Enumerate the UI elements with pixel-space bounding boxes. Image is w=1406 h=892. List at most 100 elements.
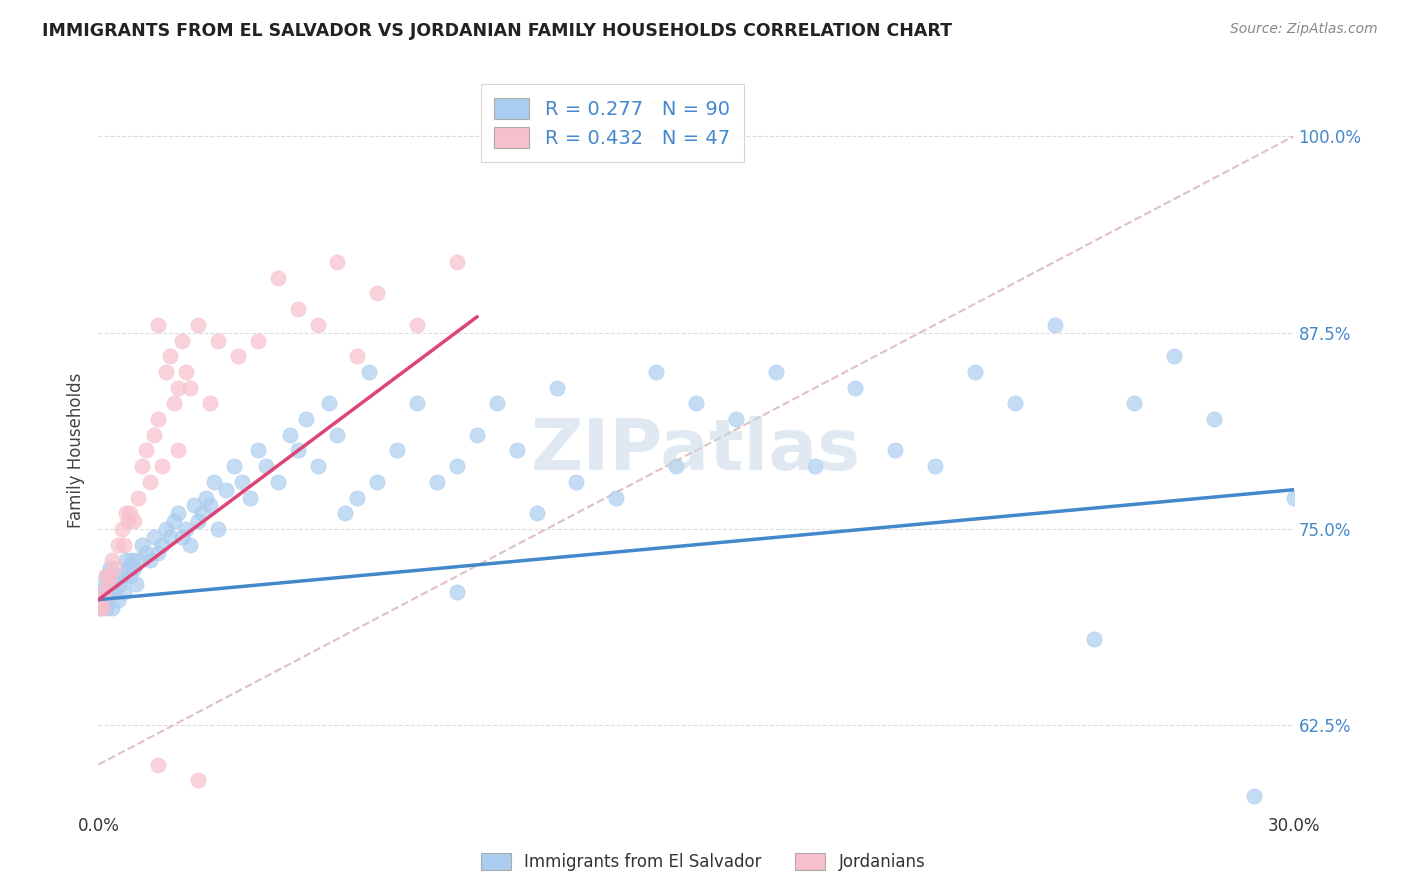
Point [1083,632,1105,646]
Point [121,553,143,567]
Point [90,592,112,607]
Point [167,443,190,458]
Point [202,475,225,489]
Point [103,561,125,575]
Point [120,569,142,583]
Point [131,538,153,552]
Point [645,365,668,379]
Legend: Immigrants from El Salvador, Jordanians: Immigrants from El Salvador, Jordanians [472,845,934,880]
Point [359,365,381,379]
Point [1163,349,1185,363]
Point [605,491,627,505]
Point [724,412,747,426]
Point [406,318,429,332]
Point [446,584,468,599]
Point [195,491,218,505]
Text: Source: ZipAtlas.com: Source: ZipAtlas.com [1230,22,1378,37]
Point [565,475,588,489]
Point [89,600,111,615]
Point [924,459,946,474]
Point [246,334,269,348]
Legend: R = 0.277   N = 90, R = 0.432   N = 47: R = 0.277 N = 90, R = 0.432 N = 47 [481,85,744,161]
Point [110,577,132,591]
Point [1202,412,1225,426]
Point [278,427,301,442]
Point [179,538,201,552]
Point [174,522,197,536]
Point [446,255,468,269]
Point [267,475,290,489]
Point [385,443,409,458]
Point [1043,318,1066,332]
Point [120,506,142,520]
Point [307,459,329,474]
Point [804,459,827,474]
Point [125,577,148,591]
Point [335,506,357,520]
Point [187,318,209,332]
Point [246,443,269,458]
Point [150,459,173,474]
Point [963,365,986,379]
Point [98,561,122,575]
Point [187,514,209,528]
Point [127,553,149,567]
Point [139,553,162,567]
Point [148,545,170,559]
Point [117,561,139,575]
Point [366,475,388,489]
Point [103,584,125,599]
Point [1123,396,1146,410]
Point [231,475,253,489]
Point [107,592,129,607]
Point [101,553,124,567]
Point [526,506,548,520]
Point [111,569,134,583]
Point [287,302,309,317]
Point [239,491,262,505]
Point [198,396,221,410]
Point [90,592,112,607]
Point [148,412,170,426]
Point [174,365,197,379]
Text: IMMIGRANTS FROM EL SALVADOR VS JORDANIAN FAMILY HOUSEHOLDS CORRELATION CHART: IMMIGRANTS FROM EL SALVADOR VS JORDANIAN… [42,22,952,40]
Point [139,475,162,489]
Point [326,427,349,442]
Point [506,443,529,458]
Text: ZIPatlas: ZIPatlas [531,416,860,485]
Point [155,522,177,536]
Point [179,381,201,395]
Point [366,286,388,301]
Point [124,514,146,528]
Point [96,569,118,583]
Point [159,530,181,544]
Point [112,584,135,599]
Point [97,584,120,599]
Point [207,334,229,348]
Point [148,757,170,772]
Point [172,530,194,544]
Point [446,459,468,474]
Point [226,349,249,363]
Point [485,396,508,410]
Point [93,584,115,599]
Point [1004,396,1026,410]
Point [91,584,114,599]
Point [115,553,138,567]
Y-axis label: Family Households: Family Households [66,373,84,528]
Point [93,577,115,591]
Point [167,381,190,395]
Point [111,522,134,536]
Point [318,396,340,410]
Point [215,483,238,497]
Point [765,365,787,379]
Point [96,569,118,583]
Point [101,600,124,615]
Point [187,773,209,788]
Point [294,412,316,426]
Point [94,600,117,615]
Point [326,255,349,269]
Point [426,475,449,489]
Point [172,334,194,348]
Point [131,459,153,474]
